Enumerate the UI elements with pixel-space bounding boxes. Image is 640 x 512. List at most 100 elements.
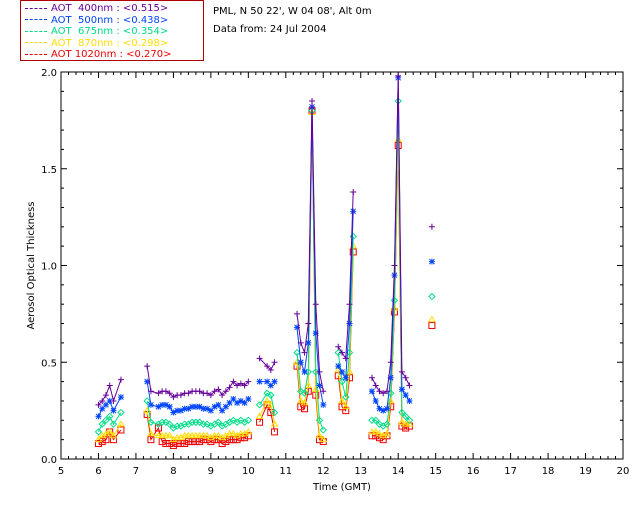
legend-swatch <box>25 42 47 43</box>
data-point <box>379 436 387 444</box>
data-point <box>195 418 204 426</box>
data-point <box>229 416 238 425</box>
legend-swatch <box>25 19 47 20</box>
data-point <box>428 321 436 329</box>
data-point <box>428 292 436 301</box>
data-point <box>215 386 222 393</box>
data-point <box>375 420 384 428</box>
data-point <box>207 407 214 414</box>
data-point <box>154 431 163 439</box>
legend-entry: AOT 500nm : <0.438> <box>25 15 168 27</box>
data-point <box>162 431 170 439</box>
data-point <box>368 374 375 381</box>
data-point <box>271 359 278 366</box>
data-point <box>376 388 383 395</box>
data-point <box>338 396 346 404</box>
data-point <box>102 416 110 425</box>
data-point <box>316 368 323 375</box>
data-point <box>402 392 409 399</box>
data-point <box>390 296 399 305</box>
y-tick-label: 1.0 <box>41 262 57 273</box>
data-point <box>301 349 308 356</box>
data-point <box>226 399 233 406</box>
x-tick-label: 11 <box>279 466 292 477</box>
data-point <box>162 440 170 448</box>
legend-entry: AOT 400nm : <0.515> <box>25 3 168 15</box>
data-point <box>305 320 312 327</box>
data-point <box>162 388 169 395</box>
data-point <box>109 436 117 444</box>
data-point <box>342 355 349 362</box>
legend-label: AOT 675nm : <0.354> <box>51 26 169 37</box>
data-point <box>99 405 106 412</box>
data-point <box>185 405 192 412</box>
x-tick-label: 14 <box>392 466 405 477</box>
data-point <box>320 401 327 408</box>
y-axis-label: Aerosol Optical Thickness <box>26 201 37 329</box>
data-point <box>102 436 110 444</box>
data-point <box>398 368 405 375</box>
data-point <box>341 402 350 410</box>
x-tick-label: 6 <box>95 466 101 477</box>
data-point <box>335 343 342 350</box>
data-point <box>222 438 230 446</box>
data-point <box>203 420 211 428</box>
data-point <box>196 438 204 446</box>
data-point <box>200 405 207 412</box>
data-point <box>339 368 345 375</box>
data-point <box>267 382 274 389</box>
data-point <box>237 416 245 425</box>
data-point <box>375 429 384 437</box>
data-point <box>181 440 189 448</box>
data-point <box>264 378 271 385</box>
x-tick-label: 17 <box>504 466 517 477</box>
data-point <box>297 359 304 366</box>
data-point <box>155 390 162 397</box>
data-point <box>297 403 305 411</box>
data-point <box>338 377 346 386</box>
data-point <box>256 418 264 426</box>
data-point <box>165 420 174 428</box>
data-point <box>387 359 394 366</box>
data-point <box>199 431 208 439</box>
x-tick-label: 13 <box>354 466 367 477</box>
data-point <box>117 426 125 434</box>
data-point <box>402 374 409 381</box>
data-point <box>106 397 113 404</box>
data-point <box>147 436 155 444</box>
legend-swatch <box>25 30 47 32</box>
data-point <box>267 391 275 399</box>
data-point <box>117 408 125 417</box>
data-point <box>229 429 238 437</box>
data-point <box>196 403 203 410</box>
data-point <box>398 418 406 425</box>
data-point <box>304 368 312 376</box>
data-point <box>226 384 233 391</box>
data-point <box>380 407 387 414</box>
data-point <box>222 403 229 410</box>
data-point <box>372 382 379 389</box>
data-point <box>267 409 275 417</box>
site-info: PML, N 50 22', W 04 08', Alt 0m <box>213 6 372 17</box>
y-tick-label: 0.5 <box>41 358 57 369</box>
data-point <box>428 258 435 265</box>
data-point <box>263 396 271 404</box>
x-tick-label: 15 <box>429 466 442 477</box>
data-point <box>165 431 174 439</box>
x-tick-label: 20 <box>617 466 630 477</box>
data-point <box>342 393 350 401</box>
data-point <box>383 429 391 437</box>
data-point <box>383 420 391 428</box>
data-point <box>398 408 406 417</box>
data-point <box>387 374 394 381</box>
data-point <box>94 440 102 448</box>
data-point <box>170 394 177 401</box>
data-point <box>154 424 162 432</box>
data-point <box>271 378 278 385</box>
data-point <box>241 434 249 442</box>
legend-swatch <box>25 7 47 9</box>
data-point <box>401 420 410 427</box>
x-axis-label: Time (GMT) <box>312 482 371 493</box>
series-line <box>146 414 249 447</box>
data-point <box>244 427 253 435</box>
